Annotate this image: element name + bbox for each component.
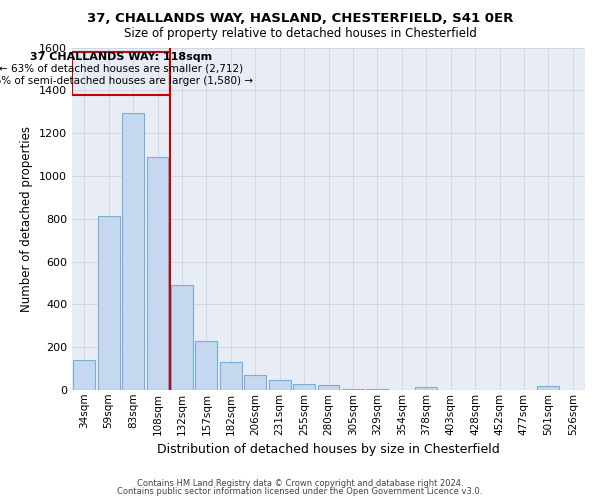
Bar xyxy=(73,360,95,390)
Bar xyxy=(244,375,266,390)
Bar xyxy=(367,389,388,390)
Bar xyxy=(171,285,193,390)
Text: Contains public sector information licensed under the Open Government Licence v3: Contains public sector information licen… xyxy=(118,487,482,496)
Text: 36% of semi-detached houses are larger (1,580) →: 36% of semi-detached houses are larger (… xyxy=(0,76,253,86)
Bar xyxy=(98,216,119,390)
Text: 37 CHALLANDS WAY: 118sqm: 37 CHALLANDS WAY: 118sqm xyxy=(30,52,212,62)
Text: ← 63% of detached houses are smaller (2,712): ← 63% of detached houses are smaller (2,… xyxy=(0,64,243,74)
X-axis label: Distribution of detached houses by size in Chesterfield: Distribution of detached houses by size … xyxy=(157,443,500,456)
Text: 37, CHALLANDS WAY, HASLAND, CHESTERFIELD, S41 0ER: 37, CHALLANDS WAY, HASLAND, CHESTERFIELD… xyxy=(87,12,513,26)
Bar xyxy=(342,389,364,390)
Bar xyxy=(122,113,144,390)
Bar xyxy=(293,384,315,390)
Text: Size of property relative to detached houses in Chesterfield: Size of property relative to detached ho… xyxy=(124,28,476,40)
Text: Contains HM Land Registry data © Crown copyright and database right 2024.: Contains HM Land Registry data © Crown c… xyxy=(137,478,463,488)
Bar xyxy=(538,386,559,390)
Bar xyxy=(196,341,217,390)
Bar xyxy=(220,362,242,390)
Bar xyxy=(146,156,169,390)
Y-axis label: Number of detached properties: Number of detached properties xyxy=(20,126,34,312)
Bar xyxy=(269,380,290,390)
Bar xyxy=(317,386,340,390)
Bar xyxy=(415,387,437,390)
